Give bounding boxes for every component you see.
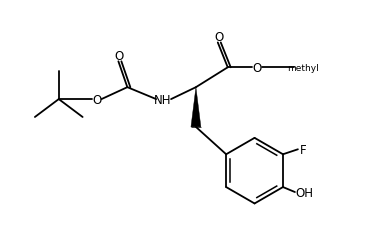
Text: O: O — [252, 62, 261, 74]
Text: OH: OH — [296, 186, 314, 199]
Polygon shape — [191, 88, 201, 127]
Text: methyl: methyl — [287, 63, 319, 72]
Text: O: O — [92, 93, 101, 106]
Text: O: O — [214, 31, 223, 44]
Text: O: O — [115, 50, 124, 63]
Text: F: F — [299, 143, 306, 156]
Text: NH: NH — [153, 93, 171, 106]
